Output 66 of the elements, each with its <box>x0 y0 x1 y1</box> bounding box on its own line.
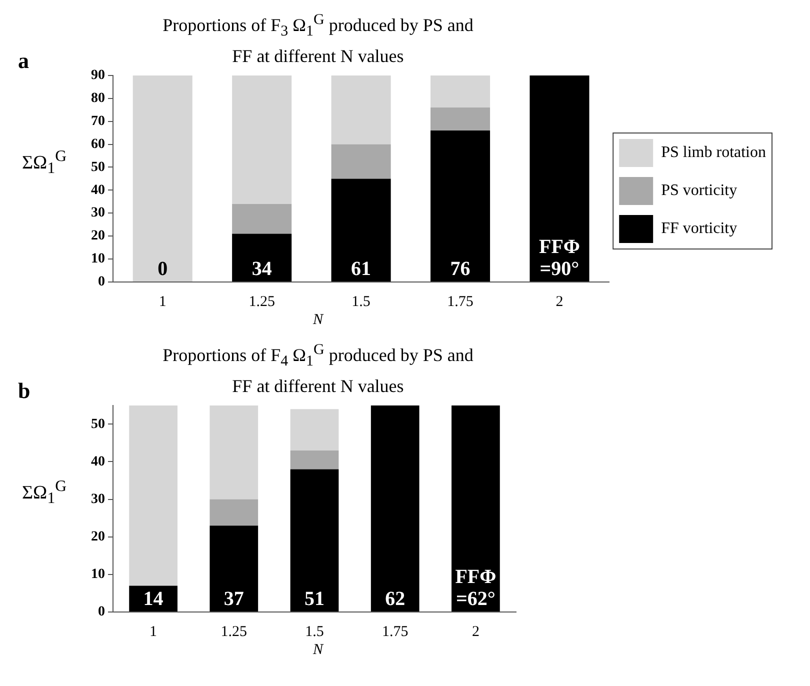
y-tick-label: 80 <box>91 90 105 106</box>
x-tick-label: 1.75 <box>447 294 474 310</box>
annotation: 76 <box>450 258 470 280</box>
bar <box>530 75 590 282</box>
x-tick-label: 1 <box>158 294 166 310</box>
bar <box>430 108 490 130</box>
y-tick-label: 50 <box>91 160 105 175</box>
y-tick-label: 0 <box>98 604 105 620</box>
bar <box>331 144 391 179</box>
bar <box>290 469 339 612</box>
legend-label: PS vorticity <box>661 182 738 200</box>
annotation: 61 <box>351 258 372 280</box>
bar <box>129 586 178 612</box>
text: b <box>18 378 30 404</box>
bar <box>232 75 292 204</box>
y-tick-label: 10 <box>91 252 105 267</box>
y-tick-label: 50 <box>91 416 105 432</box>
bar <box>232 204 292 234</box>
bar <box>370 405 420 612</box>
annotation: 51 <box>304 588 324 610</box>
legend-label: PS limb rotation <box>661 144 766 162</box>
annotation: 34 <box>252 258 272 280</box>
x-tick-label: 2 <box>556 294 564 310</box>
y-tick-label: 70 <box>91 114 105 129</box>
bar <box>290 409 339 450</box>
y-tick-label: 40 <box>91 454 105 470</box>
x-axis-title: N <box>312 312 325 329</box>
y-tick-label: 20 <box>91 529 105 544</box>
legend-label: FF vorticity <box>661 220 738 238</box>
annotation: 37 <box>224 588 244 610</box>
annotation: 14 <box>143 588 164 610</box>
x-tick-label: 1.5 <box>305 624 324 640</box>
bar <box>210 405 258 500</box>
annotation: FFΦ =90° <box>538 236 580 280</box>
bar <box>331 178 391 282</box>
bar <box>430 75 490 108</box>
chart-title: Proportions of F$_{3}$ Ω$_{1}$$^{G}$ produced by PS and FF at different N values <box>162 11 474 68</box>
y-tick-label: 90 <box>91 68 105 84</box>
y-tick-label: 30 <box>91 206 105 221</box>
x-tick-label: 1.25 <box>248 294 275 310</box>
x-axis-title: N <box>312 642 325 659</box>
bar <box>452 405 500 612</box>
x-tick-label: 1.75 <box>382 624 408 640</box>
bar <box>232 234 292 282</box>
y-tick-label: 30 <box>91 492 105 507</box>
y-tick-label: 20 <box>91 228 105 244</box>
y-tick-label: 60 <box>91 136 105 152</box>
x-tick-label: 1.25 <box>220 624 248 640</box>
y-tick-label: 10 <box>91 567 105 582</box>
x-tick-label: 2 <box>472 624 480 640</box>
bar <box>331 75 391 144</box>
bar <box>210 526 258 612</box>
y-tick-label: 0 <box>98 274 105 290</box>
bar <box>129 405 178 586</box>
bar <box>290 450 339 470</box>
bar <box>210 499 258 526</box>
annotation: FFΦ =62° <box>455 566 496 610</box>
x-tick-label: 1 <box>150 624 158 640</box>
text: a <box>18 48 29 74</box>
bar <box>132 75 192 282</box>
chart-title: Proportions of F$_{4}$ Ω$_{1}$$^{G}$ produced by PS and FF at different N values <box>162 341 474 398</box>
x-tick-label: 1.5 <box>352 294 370 310</box>
annotation: 0 <box>158 258 168 280</box>
annotation: 62 <box>385 588 406 610</box>
bar <box>430 130 490 282</box>
y-tick-label: 40 <box>91 182 105 198</box>
